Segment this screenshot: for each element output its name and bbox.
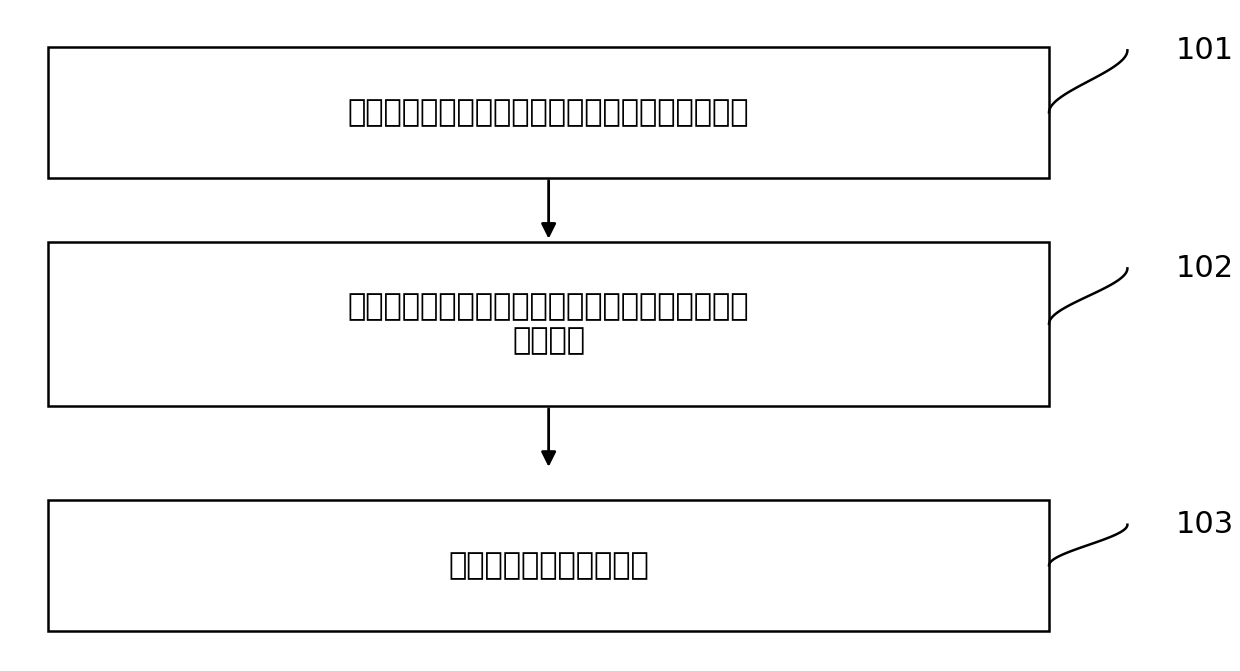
FancyBboxPatch shape — [48, 47, 1049, 178]
Text: 101: 101 — [1176, 36, 1234, 65]
Text: 102: 102 — [1176, 254, 1234, 283]
Text: 103: 103 — [1176, 510, 1234, 539]
FancyBboxPatch shape — [48, 500, 1049, 631]
Text: 提供衬底，衬底上依次形成有阻挡层和第一堆叠层: 提供衬底，衬底上依次形成有阻挡层和第一堆叠层 — [348, 98, 749, 127]
Text: 去除沟道孔底部的阻挡层: 去除沟道孔底部的阻挡层 — [448, 551, 649, 580]
Text: 以阻挡层为刻蚀停止层，对第一堆叠层进行刻蚀形
成沟道孔: 以阻挡层为刻蚀停止层，对第一堆叠层进行刻蚀形 成沟道孔 — [348, 293, 749, 355]
FancyBboxPatch shape — [48, 242, 1049, 406]
